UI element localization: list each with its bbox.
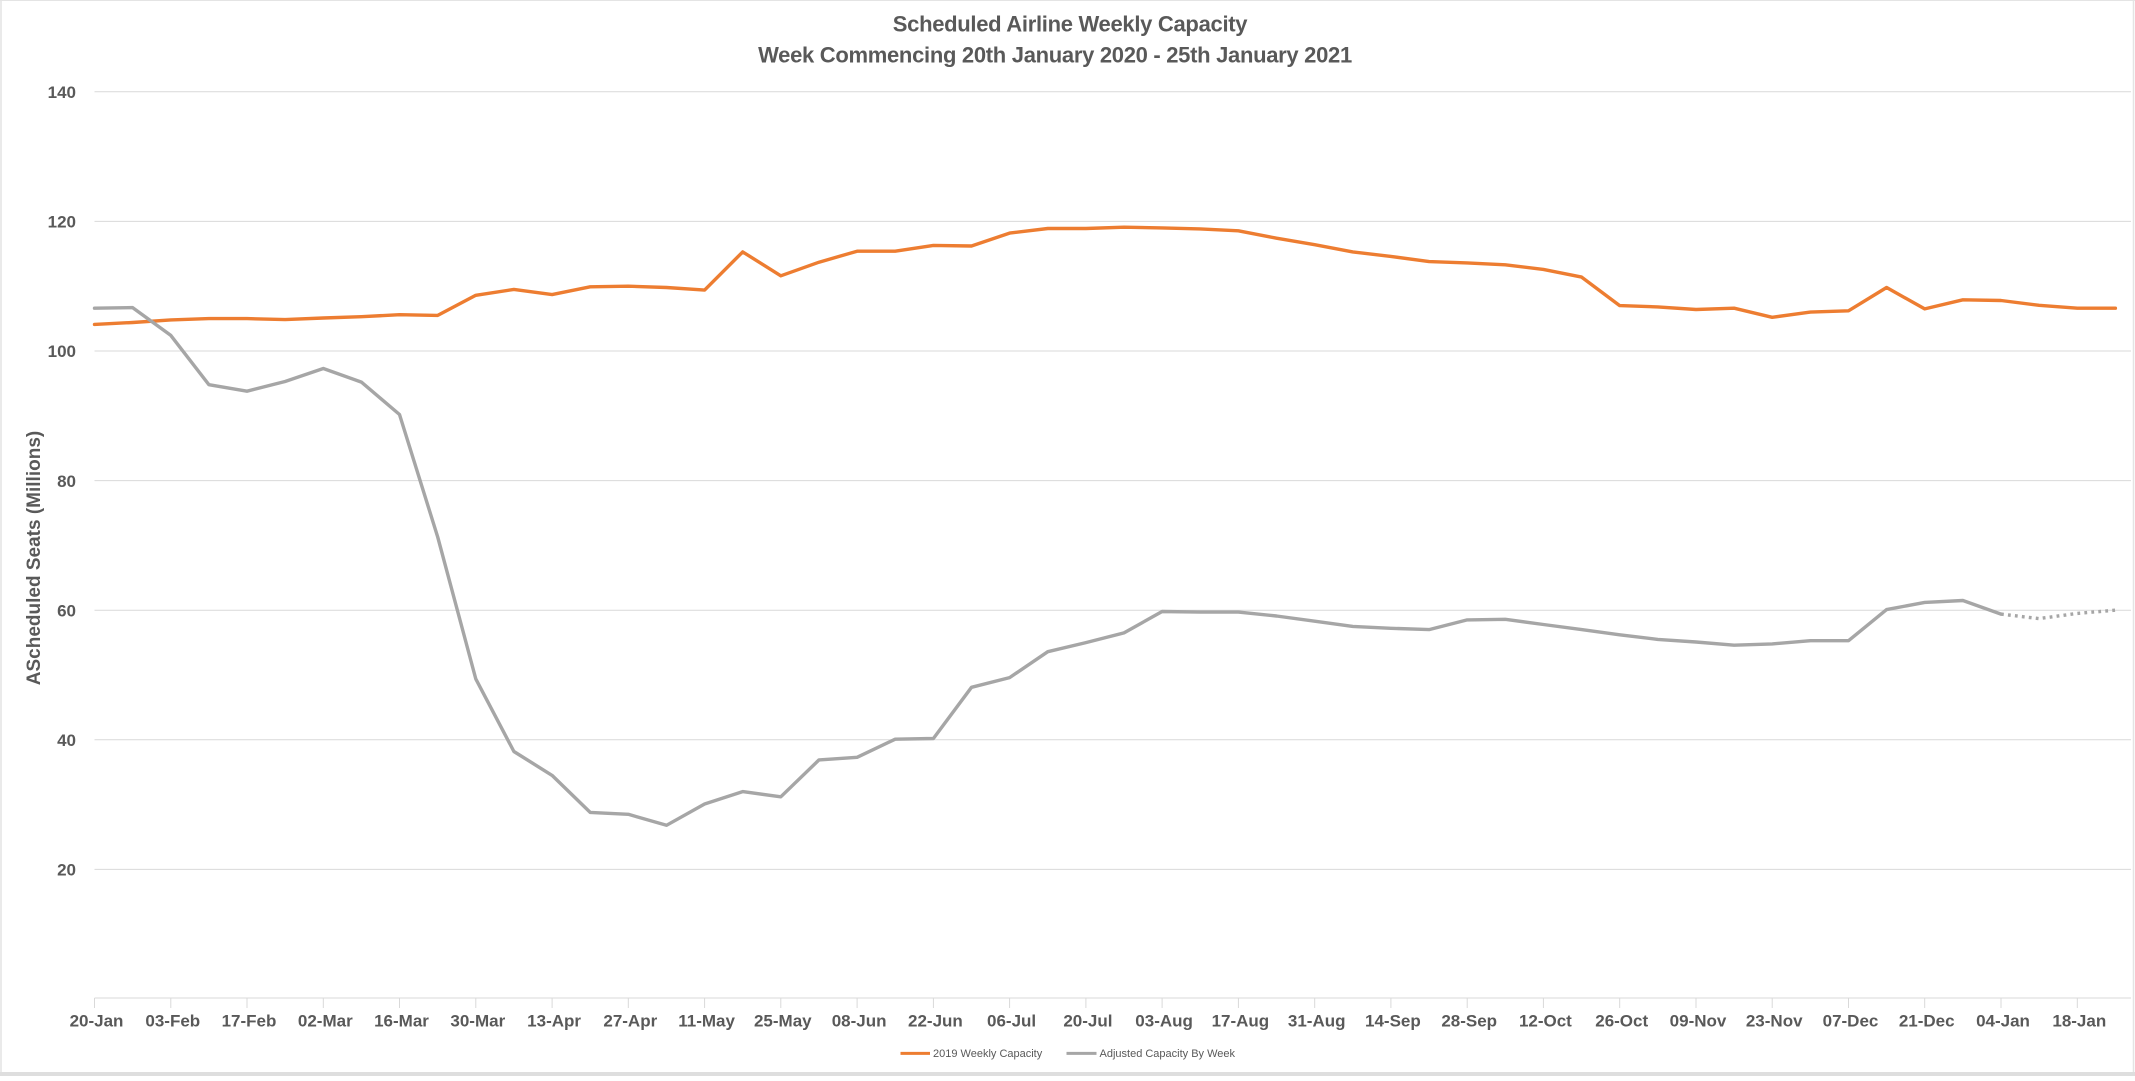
svg-text:09-Nov: 09-Nov	[1670, 1012, 1727, 1031]
svg-text:25-May: 25-May	[754, 1012, 812, 1031]
svg-text:Week Commencing 20th January 2: Week Commencing 20th January 2020 - 25th…	[758, 43, 1352, 68]
svg-text:100: 100	[48, 342, 76, 361]
svg-text:2019 Weekly Capacity: 2019 Weekly Capacity	[933, 1048, 1043, 1060]
svg-text:28-Sep: 28-Sep	[1441, 1012, 1497, 1031]
svg-text:20-Jan: 20-Jan	[70, 1012, 124, 1031]
svg-text:Scheduled Airline Weekly Capac: Scheduled Airline Weekly Capacity	[893, 12, 1249, 37]
svg-text:03-Aug: 03-Aug	[1135, 1012, 1193, 1031]
svg-text:22-Jun: 22-Jun	[908, 1012, 963, 1031]
svg-text:07-Dec: 07-Dec	[1823, 1012, 1879, 1031]
svg-text:40: 40	[57, 731, 76, 750]
svg-text:60: 60	[57, 601, 76, 620]
svg-text:11-May: 11-May	[678, 1012, 735, 1031]
svg-text:30-Mar: 30-Mar	[450, 1012, 505, 1031]
svg-text:17-Feb: 17-Feb	[222, 1012, 277, 1031]
svg-text:21-Dec: 21-Dec	[1899, 1012, 1955, 1031]
svg-text:13-Apr: 13-Apr	[527, 1012, 581, 1031]
svg-text:16-Mar: 16-Mar	[374, 1012, 429, 1031]
svg-text:23-Nov: 23-Nov	[1746, 1012, 1803, 1031]
svg-text:12-Oct: 12-Oct	[1519, 1012, 1572, 1031]
svg-text:02-Mar: 02-Mar	[298, 1012, 353, 1031]
svg-text:04-Jan: 04-Jan	[1976, 1012, 2030, 1031]
svg-text:31-Aug: 31-Aug	[1288, 1012, 1346, 1031]
svg-text:80: 80	[57, 472, 76, 491]
svg-text:20-Jul: 20-Jul	[1063, 1012, 1112, 1031]
svg-text:20: 20	[57, 861, 76, 880]
svg-text:17-Aug: 17-Aug	[1212, 1012, 1270, 1031]
svg-text:27-Apr: 27-Apr	[603, 1012, 657, 1031]
svg-text:03-Feb: 03-Feb	[145, 1012, 200, 1031]
svg-text:14-Sep: 14-Sep	[1365, 1012, 1421, 1031]
svg-text:08-Jun: 08-Jun	[832, 1012, 887, 1031]
svg-text:140: 140	[48, 83, 76, 102]
svg-text:18-Jan: 18-Jan	[2052, 1012, 2106, 1031]
svg-text:120: 120	[48, 213, 76, 232]
svg-text:06-Jul: 06-Jul	[987, 1012, 1036, 1031]
svg-text:AScheduled Seats (Millions): AScheduled Seats (Millions)	[24, 431, 45, 685]
svg-text:Adjusted Capacity By Week: Adjusted Capacity By Week	[1100, 1048, 1236, 1060]
svg-text:26-Oct: 26-Oct	[1595, 1012, 1648, 1031]
